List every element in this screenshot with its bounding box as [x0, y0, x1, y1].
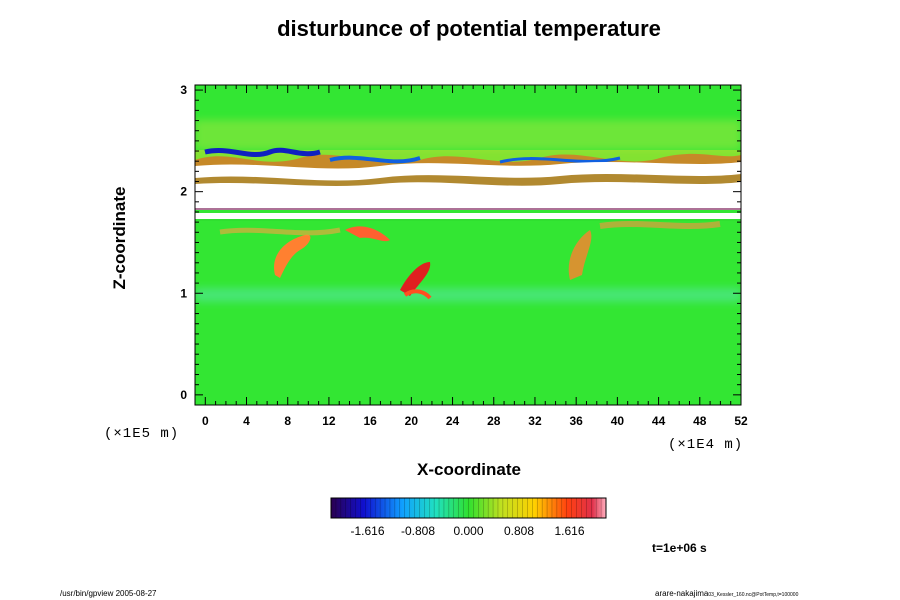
x-axis-unit: (×1E4 m): [668, 437, 744, 453]
time-label: t=1e+06 s: [652, 541, 707, 555]
footer-right: arare-nakajima03_Kessler_160.nc@PotTemp,…: [655, 589, 798, 598]
x-tick-label: 12: [322, 414, 336, 428]
colorbar-tick-label: 0.000: [453, 524, 483, 538]
x-tick-label: 16: [363, 414, 377, 428]
footer-left: /usr/bin/gpview 2005-08-27: [60, 589, 157, 598]
colorbar-tick-label: -0.808: [401, 524, 435, 538]
x-tick-label: 36: [569, 414, 583, 428]
x-tick-label: 24: [446, 414, 460, 428]
y-tick-label: 3: [180, 83, 187, 97]
y-tick-label: 0: [180, 388, 187, 402]
footer-right-main: arare-nakajima: [655, 589, 709, 598]
footer-right-small: 03_Kessler_160.nc@PotTemp,t=100000: [708, 592, 799, 598]
colorbar-tick-label: 0.808: [504, 524, 534, 538]
plot-frame: [194, 84, 742, 406]
x-tick-label: 40: [611, 414, 625, 428]
colorbar-tick-label: -1.616: [350, 524, 384, 538]
x-tick-label: 52: [734, 414, 748, 428]
x-tick-label: 8: [284, 414, 291, 428]
chart-title: disturbunce of potential temperature: [277, 16, 661, 41]
heatmap-field: [195, 85, 741, 405]
x-axis-label: X-coordinate: [417, 460, 521, 479]
x-tick-label: 20: [405, 414, 419, 428]
colorbar: -1.616 -0.808 0.000 0.808 1.616: [330, 497, 607, 538]
x-tick-label: 0: [202, 414, 209, 428]
colorbar-tick-label: 1.616: [554, 524, 584, 538]
x-tick-label: 48: [693, 414, 707, 428]
y-tick-label: 2: [180, 185, 187, 199]
x-tick-label: 44: [652, 414, 666, 428]
x-tick-label: 4: [243, 414, 250, 428]
y-axis-unit: (×1E5 m): [104, 426, 180, 442]
x-tick-label: 32: [528, 414, 542, 428]
y-tick-label: 1: [180, 286, 187, 300]
x-tick-label: 28: [487, 414, 501, 428]
